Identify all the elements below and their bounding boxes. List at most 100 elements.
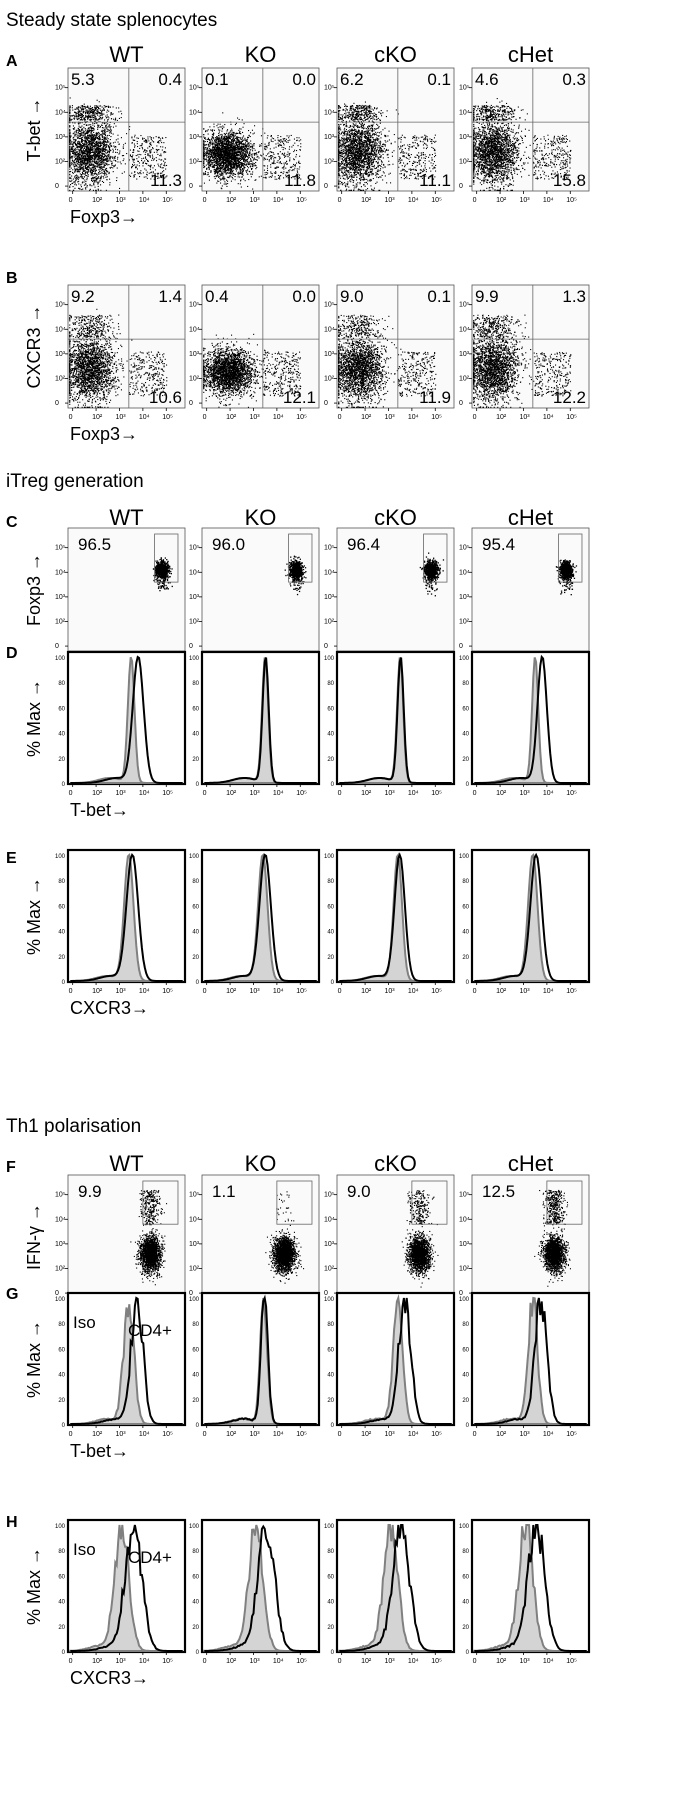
event-dot bbox=[217, 140, 219, 142]
event-dot bbox=[104, 140, 106, 142]
event-dot bbox=[82, 115, 84, 117]
event-dot bbox=[248, 134, 250, 136]
event-dot bbox=[282, 167, 284, 169]
event-dot bbox=[93, 161, 95, 163]
event-dot bbox=[151, 159, 153, 161]
event-dot bbox=[233, 145, 235, 147]
event-dot bbox=[219, 123, 221, 125]
event-dot bbox=[223, 137, 225, 139]
event-dot bbox=[97, 159, 99, 161]
event-dot bbox=[208, 155, 210, 157]
event-dot bbox=[223, 176, 225, 178]
event-dot bbox=[122, 160, 124, 162]
event-dot bbox=[114, 155, 116, 157]
event-dot bbox=[92, 145, 94, 147]
event-dot bbox=[92, 142, 94, 144]
event-dot bbox=[203, 148, 205, 150]
event-dot bbox=[69, 158, 71, 160]
event-dot bbox=[214, 163, 216, 165]
event-dot bbox=[220, 139, 222, 141]
event-dot bbox=[105, 176, 107, 178]
event-dot bbox=[101, 106, 103, 108]
event-dot bbox=[242, 140, 244, 142]
event-dot bbox=[273, 158, 275, 160]
event-dot bbox=[143, 157, 145, 159]
event-dot bbox=[81, 138, 83, 140]
event-dot bbox=[215, 145, 217, 147]
event-dot bbox=[79, 144, 81, 146]
event-dot bbox=[72, 169, 74, 171]
event-dot bbox=[248, 154, 250, 156]
event-dot bbox=[76, 163, 78, 165]
event-dot bbox=[288, 153, 290, 155]
event-dot bbox=[94, 138, 96, 140]
event-dot bbox=[94, 159, 96, 161]
event-dot bbox=[72, 151, 74, 153]
event-dot bbox=[162, 146, 164, 148]
event-dot bbox=[101, 124, 103, 126]
event-dot bbox=[98, 119, 100, 121]
event-dot bbox=[72, 172, 74, 174]
event-dot bbox=[79, 135, 81, 137]
event-dot bbox=[227, 149, 229, 151]
event-dot bbox=[265, 177, 267, 179]
event-dot bbox=[81, 171, 83, 173]
event-dot bbox=[96, 174, 98, 176]
event-dot bbox=[203, 162, 205, 164]
event-dot bbox=[148, 165, 150, 167]
event-dot bbox=[161, 159, 163, 161]
event-dot bbox=[79, 153, 81, 155]
event-dot bbox=[82, 161, 84, 163]
event-dot bbox=[99, 158, 101, 160]
event-dot bbox=[100, 143, 102, 145]
event-dot bbox=[165, 176, 167, 178]
event-dot bbox=[99, 142, 101, 144]
event-dot bbox=[88, 108, 90, 110]
event-dot bbox=[164, 161, 166, 163]
event-dot bbox=[226, 164, 228, 166]
event-dot bbox=[155, 136, 157, 138]
event-dot bbox=[225, 148, 227, 150]
event-dot bbox=[148, 145, 150, 147]
event-dot bbox=[105, 159, 107, 161]
event-dot bbox=[149, 152, 151, 154]
event-dot bbox=[240, 186, 242, 188]
event-dot bbox=[222, 125, 224, 127]
event-dot bbox=[106, 176, 108, 178]
event-dot bbox=[227, 135, 229, 137]
event-dot bbox=[253, 148, 255, 150]
event-dot bbox=[239, 173, 241, 175]
event-dot bbox=[83, 159, 85, 161]
event-dot bbox=[228, 175, 230, 177]
event-dot bbox=[120, 137, 122, 139]
event-dot bbox=[245, 147, 247, 149]
event-dot bbox=[229, 148, 231, 150]
event-dot bbox=[105, 146, 107, 148]
event-dot bbox=[109, 184, 111, 186]
event-dot bbox=[107, 119, 109, 121]
event-dot bbox=[139, 147, 141, 149]
event-dot bbox=[213, 149, 215, 151]
event-dot bbox=[209, 140, 211, 142]
event-dot bbox=[213, 166, 215, 168]
event-dot bbox=[94, 106, 96, 108]
event-dot bbox=[244, 161, 246, 163]
event-dot bbox=[118, 111, 120, 113]
event-dot bbox=[91, 141, 93, 143]
event-dot bbox=[107, 146, 109, 148]
event-dot bbox=[218, 129, 220, 131]
event-dot bbox=[204, 147, 206, 149]
event-dot bbox=[219, 173, 221, 175]
event-dot bbox=[205, 155, 207, 157]
event-dot bbox=[103, 109, 105, 111]
event-dot bbox=[253, 145, 255, 147]
event-dot bbox=[146, 163, 148, 165]
event-dot bbox=[144, 141, 146, 143]
event-dot bbox=[231, 132, 233, 134]
event-dot bbox=[93, 183, 95, 185]
event-dot bbox=[97, 114, 99, 116]
event-dot bbox=[70, 184, 72, 186]
event-dot bbox=[241, 151, 243, 153]
event-dot bbox=[85, 165, 87, 167]
event-dot bbox=[99, 180, 101, 182]
